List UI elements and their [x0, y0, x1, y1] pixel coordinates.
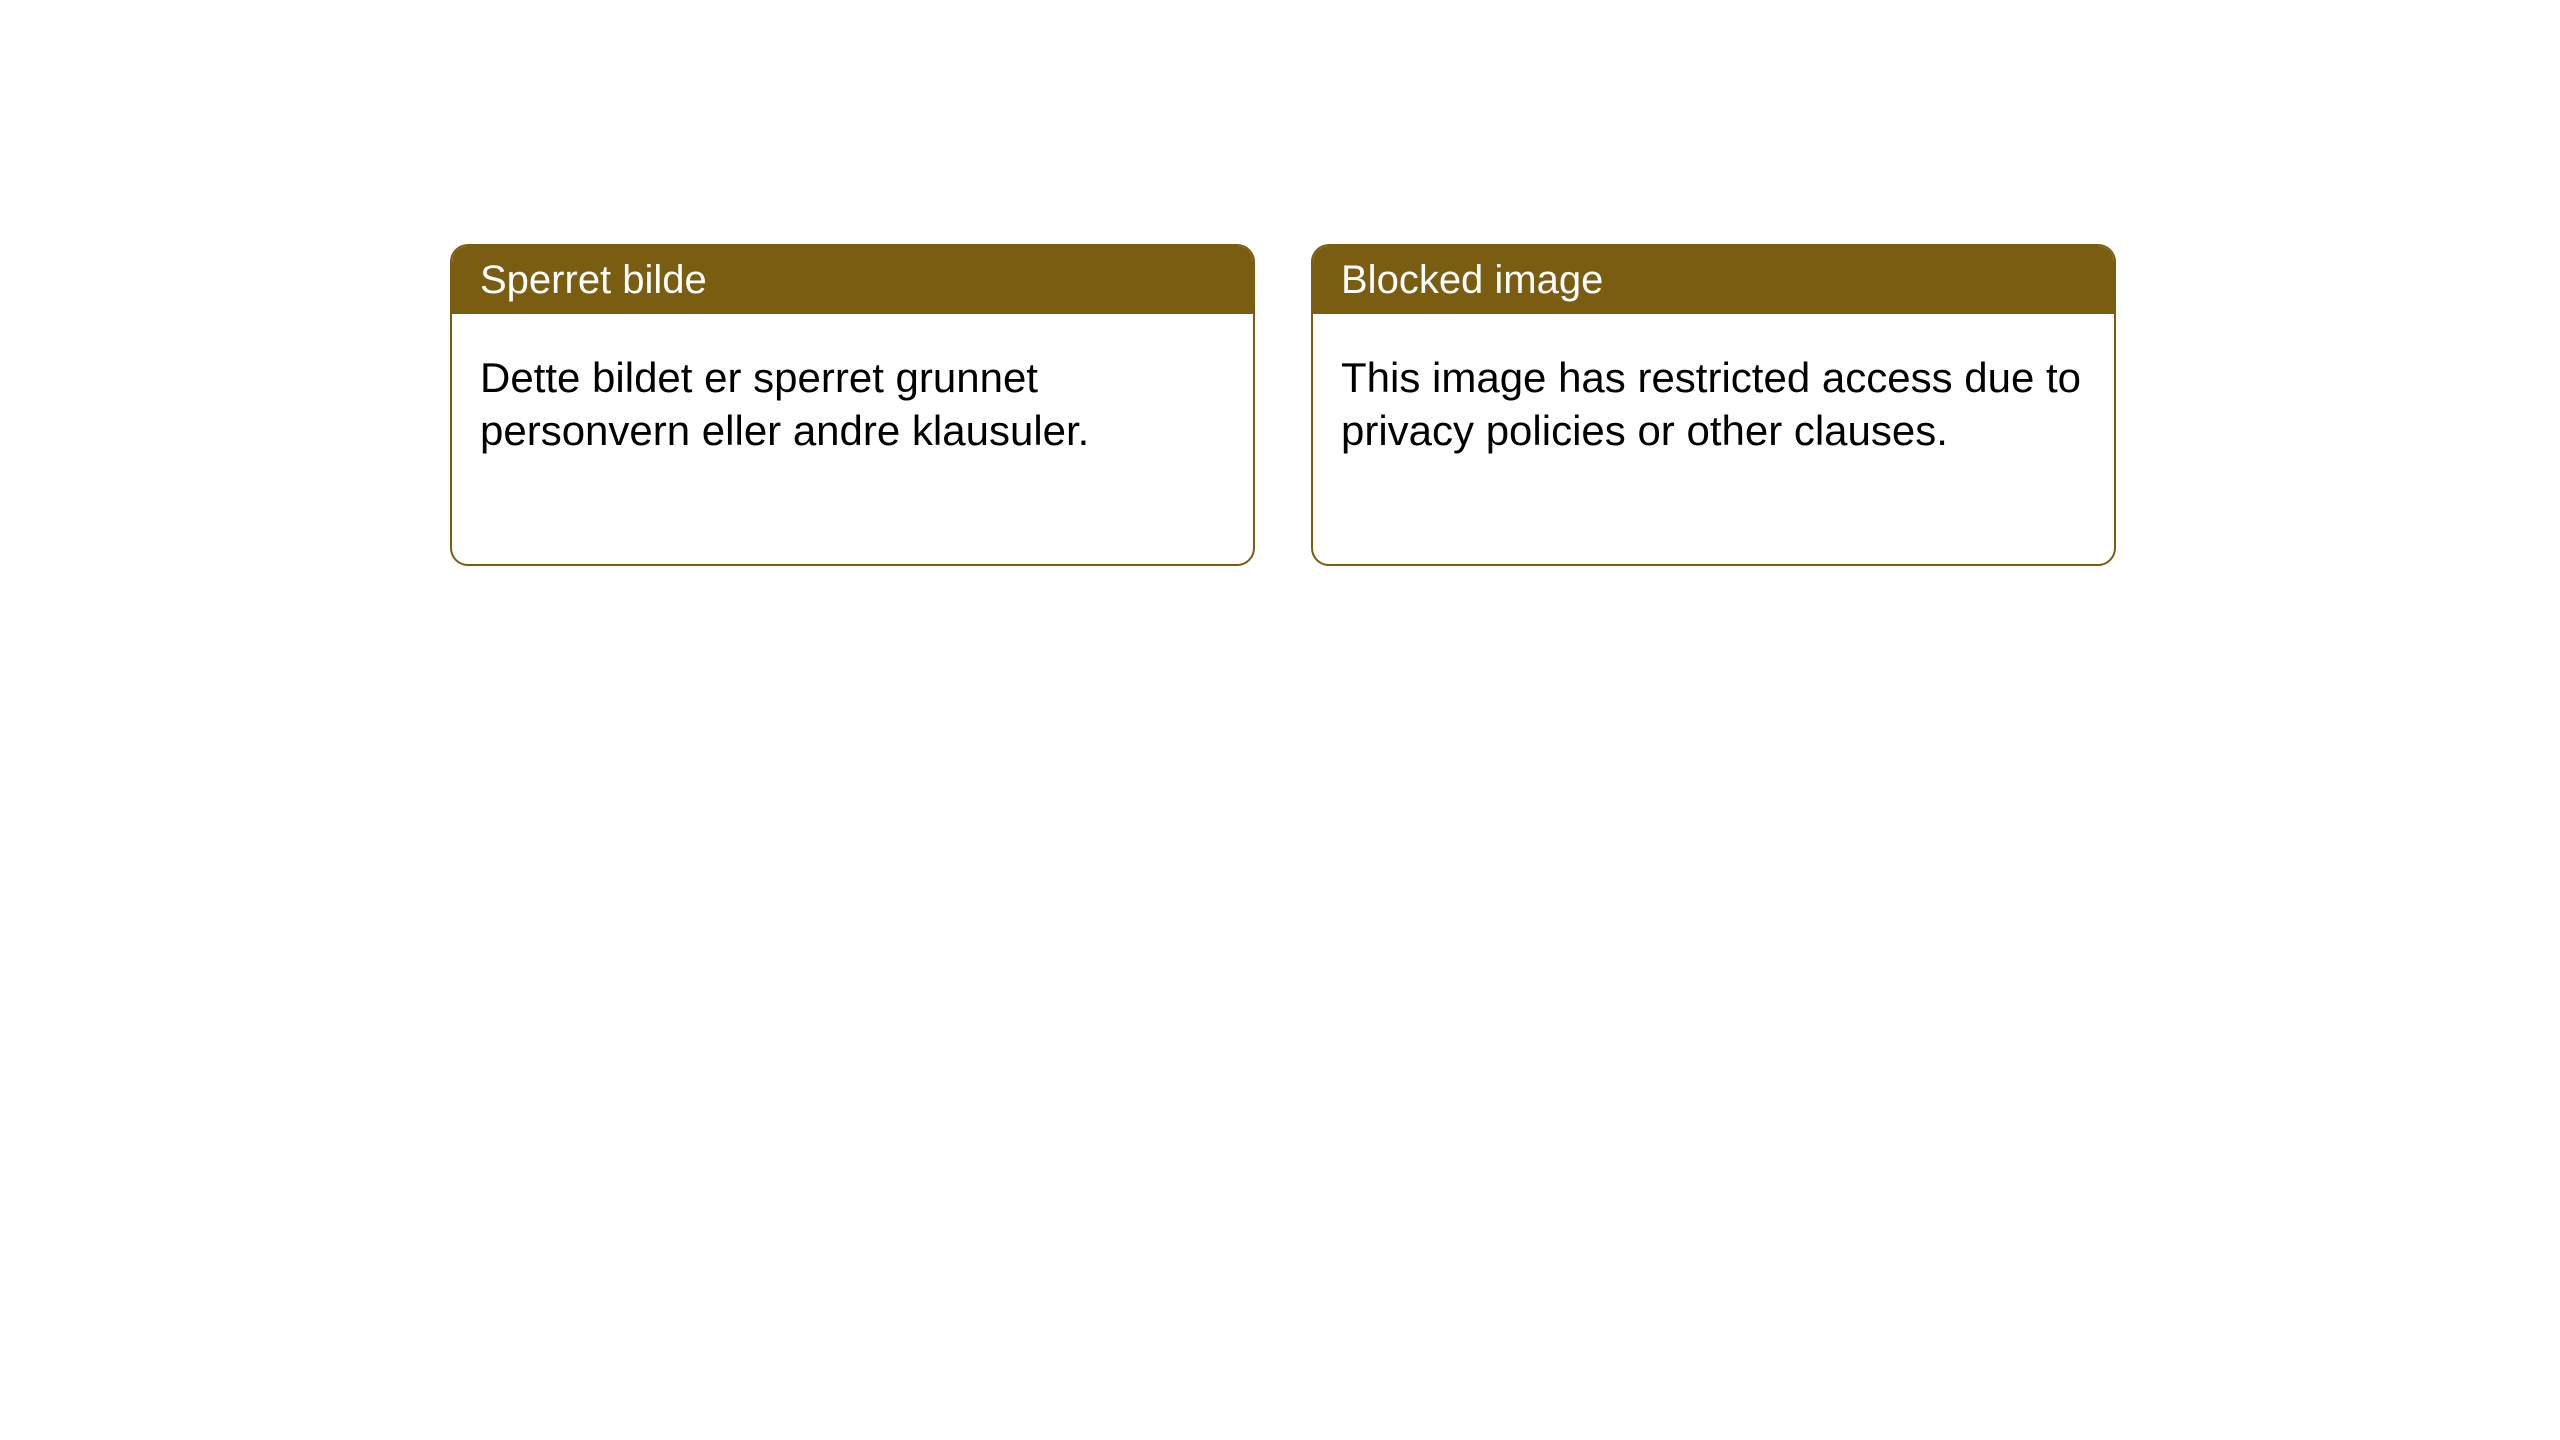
card-title: Blocked image [1341, 258, 1603, 302]
card-body-text: Dette bildet er sperret grunnet personve… [480, 354, 1089, 454]
card-body: This image has restricted access due to … [1313, 314, 2114, 564]
card-header: Blocked image [1313, 246, 2114, 314]
notice-card-norwegian: Sperret bilde Dette bildet er sperret gr… [450, 244, 1255, 566]
card-body-text: This image has restricted access due to … [1341, 354, 2081, 454]
card-body: Dette bildet er sperret grunnet personve… [452, 314, 1253, 564]
card-header: Sperret bilde [452, 246, 1253, 314]
notice-card-english: Blocked image This image has restricted … [1311, 244, 2116, 566]
card-title: Sperret bilde [480, 258, 707, 302]
notice-cards-container: Sperret bilde Dette bildet er sperret gr… [450, 244, 2116, 566]
